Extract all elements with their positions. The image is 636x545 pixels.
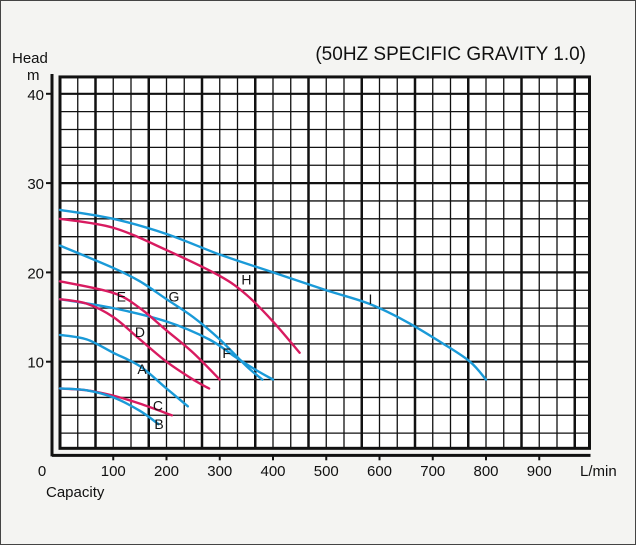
axes: 0 100 200 300 400 500 600 700 800 900 10 20 30 40 xyxy=(27,73,591,480)
y-axis-unit: m xyxy=(27,67,40,84)
curve-label-B: B xyxy=(154,416,163,432)
x-tick-label: 700 xyxy=(420,463,445,480)
x-tick-label: 100 xyxy=(101,463,126,480)
x-tick-label: 200 xyxy=(154,463,179,480)
curve-label-E: E xyxy=(117,289,126,305)
curve-G xyxy=(58,244,264,381)
y-tick-label: 40 xyxy=(27,87,44,104)
curve-label-I: I xyxy=(369,291,373,307)
x-tick-label: 500 xyxy=(314,463,339,480)
curve-label-A: A xyxy=(137,361,147,377)
plot-area xyxy=(60,76,590,449)
y-tick-label: 10 xyxy=(27,355,44,372)
x-tick-label: 300 xyxy=(207,463,232,480)
curve-A xyxy=(58,333,189,408)
curve-label-D: D xyxy=(135,324,145,340)
y-tick-label: 20 xyxy=(27,265,44,282)
x-tick-label: 900 xyxy=(527,463,552,480)
curve-label-C: C xyxy=(153,397,163,413)
curve-B xyxy=(58,387,160,426)
x-tick-label: 0 xyxy=(38,463,46,480)
curve-E xyxy=(58,280,221,381)
x-tick-label: 800 xyxy=(473,463,498,480)
grid xyxy=(58,75,591,450)
curves: I H G F E D A CB xyxy=(58,208,488,432)
curve-label-H: H xyxy=(241,272,251,288)
curve-I xyxy=(58,208,488,381)
x-axis-label: Capacity xyxy=(46,484,105,501)
curve-D xyxy=(58,297,211,390)
plot-border xyxy=(58,75,591,450)
y-tick-label: 30 xyxy=(27,176,44,193)
curve-label-G: G xyxy=(169,289,180,305)
x-axis-unit: L/min xyxy=(580,463,617,480)
x-tick-label: 400 xyxy=(260,463,285,480)
curve-F xyxy=(58,297,275,381)
x-tick-label: 600 xyxy=(367,463,392,480)
y-axis-label: Head xyxy=(12,50,48,67)
curve-label-F: F xyxy=(222,345,231,361)
chart-title: (50HZ SPECIFIC GRAVITY 1.0) xyxy=(315,44,586,65)
curve-H xyxy=(58,217,301,354)
